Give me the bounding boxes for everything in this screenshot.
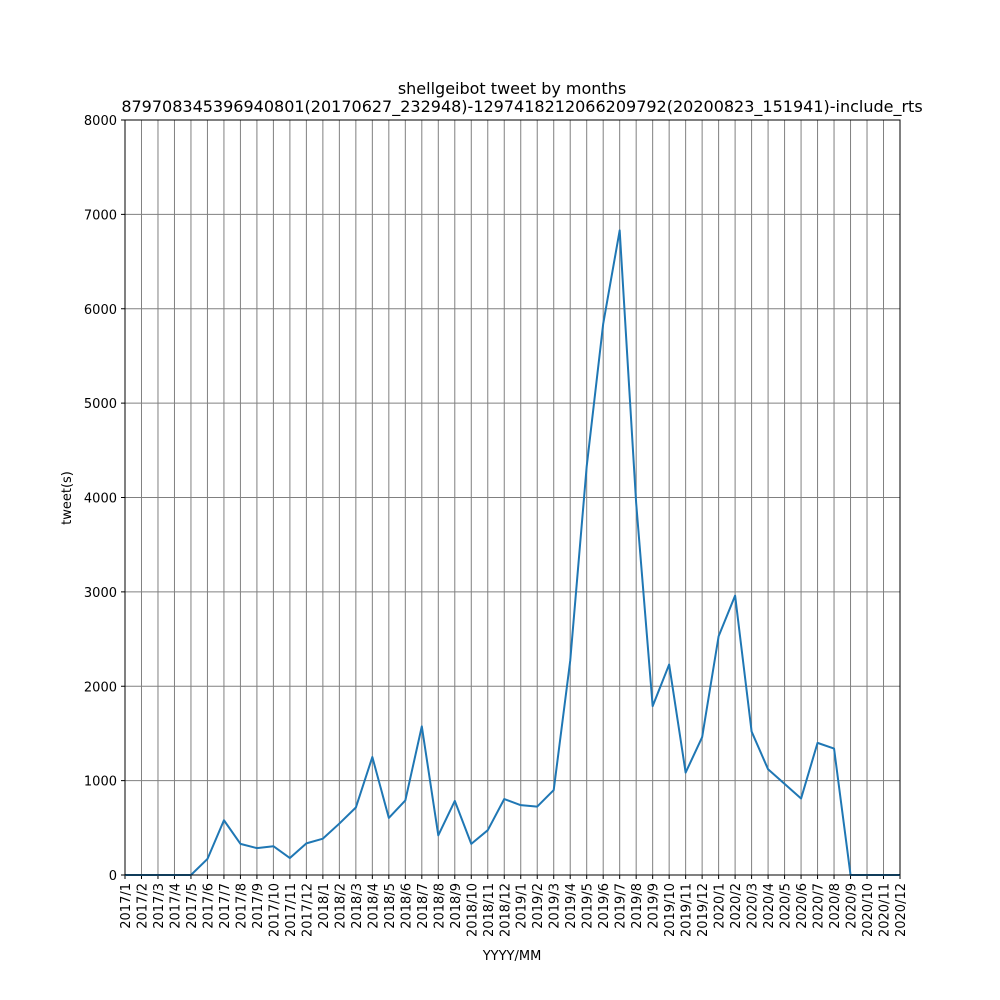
x-tick-label: 2019/8 [630, 883, 645, 929]
x-tick-label: 2020/8 [828, 883, 843, 929]
x-tick-label: 2020/1 [713, 883, 728, 929]
y-tick-label: 7000 [84, 208, 117, 223]
x-tick-label: 2020/10 [861, 883, 876, 937]
y-tick-label: 1000 [84, 775, 117, 790]
x-tick-label: 2018/6 [399, 883, 414, 929]
x-tick-label: 2020/7 [812, 883, 827, 929]
plot-frame [124, 119, 901, 876]
x-tick-label: 2019/9 [647, 883, 662, 929]
x-tick-label: 2020/11 [878, 883, 893, 937]
chart-subtitle: 879708345396940801(20170627_232948)-1297… [121, 97, 922, 117]
x-tick-label: 2019/2 [531, 883, 546, 929]
y-tick-label: 5000 [84, 397, 117, 412]
x-tick-label: 2017/5 [185, 883, 200, 929]
x-tick-label: 2019/3 [548, 883, 563, 929]
y-tick-label: 6000 [84, 303, 117, 318]
x-axis-label: YYYY/MM [482, 949, 542, 964]
x-tick-label: 2017/7 [218, 883, 233, 929]
y-tick-label: 4000 [84, 492, 117, 507]
x-tick-label: 2018/10 [465, 883, 480, 937]
axis-ticks: 2017/1 2017/2 2017/3 2017/4 2017/5 2017/6 2017… [84, 114, 909, 937]
x-tick-label: 2017/9 [251, 883, 266, 929]
x-tick-label: 2020/9 [845, 883, 860, 929]
x-tick-label: 2020/3 [746, 883, 761, 929]
x-tick-label: 2019/10 [663, 883, 678, 937]
x-tick-label: 2018/4 [366, 883, 381, 929]
x-tick-label: 2018/2 [333, 883, 348, 929]
x-tick-label: 2020/5 [779, 883, 794, 929]
x-tick-label: 2020/6 [795, 883, 810, 929]
x-tick-label: 2019/5 [581, 883, 596, 929]
x-tick-label: 2018/9 [449, 883, 464, 929]
chart-title: shellgeibot tweet by months [398, 79, 626, 98]
y-tick-label: 2000 [84, 680, 117, 695]
x-tick-label: 2020/12 [894, 883, 909, 937]
x-tick-label: 2019/6 [597, 883, 612, 929]
y-tick-label: 8000 [84, 114, 117, 129]
x-tick-label: 2018/3 [350, 883, 365, 929]
y-tick-label: 0 [109, 869, 117, 884]
y-axis-label: tweet(s) [60, 471, 75, 525]
series-line [125, 229, 900, 876]
x-tick-label: 2017/1 [119, 883, 134, 929]
x-tick-label: 2019/1 [515, 883, 530, 929]
x-tick-label: 2020/4 [762, 883, 777, 929]
x-tick-label: 2018/5 [383, 883, 398, 929]
x-tick-label: 2017/2 [135, 883, 150, 929]
x-tick-label: 2019/12 [696, 883, 711, 937]
grid [124, 119, 901, 876]
y-tick-label: 3000 [84, 586, 117, 601]
x-tick-label: 2017/8 [234, 883, 249, 929]
x-tick-label: 2018/1 [317, 883, 332, 929]
x-tick-label: 2018/11 [482, 883, 497, 937]
series [125, 229, 900, 876]
x-tick-label: 2017/12 [300, 883, 315, 937]
x-tick-label: 2019/11 [680, 883, 695, 937]
x-tick-label: 2018/7 [416, 883, 431, 929]
x-tick-label: 2017/10 [267, 883, 282, 937]
x-tick-label: 2017/4 [168, 883, 183, 929]
x-tick-label: 2017/11 [284, 883, 299, 937]
x-tick-label: 2020/2 [729, 883, 744, 929]
x-tick-label: 2017/3 [152, 883, 167, 929]
x-tick-label: 2019/4 [564, 883, 579, 929]
x-tick-label: 2017/6 [201, 883, 216, 929]
x-tick-label: 2018/12 [498, 883, 513, 937]
x-tick-label: 2018/8 [432, 883, 447, 929]
x-tick-label: 2019/7 [614, 883, 629, 929]
